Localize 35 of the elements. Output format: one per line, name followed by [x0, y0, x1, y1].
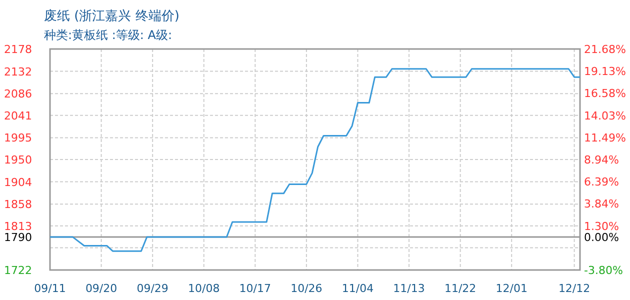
y-tick-label: 2086: [4, 88, 32, 101]
y2-tick-label: 0.00%: [584, 231, 619, 244]
x-tick-label: 11/13: [393, 282, 425, 295]
x-tick-label: 09/20: [85, 282, 118, 295]
chart-title: 废纸 (浙江嘉兴 终端价): [44, 9, 180, 24]
y2-tick-label: 3.84%: [584, 198, 619, 211]
y-tick-label: 1813: [4, 220, 32, 233]
y-tick-label: 1790: [4, 231, 32, 244]
y-tick-label: 1950: [4, 154, 32, 166]
y-tick-label: 1995: [4, 132, 32, 145]
y-tick-label: 1722: [4, 264, 32, 277]
y2-tick-label: 1.30%: [584, 220, 619, 233]
y-tick-label: 2041: [4, 109, 32, 122]
x-tick-label: 12/12: [558, 282, 590, 295]
x-tick-label: 11/22: [444, 282, 476, 295]
x-tick-label: 12/01: [496, 282, 528, 295]
y2-tick-label: 19.13%: [584, 65, 626, 78]
y2-tick-label: -3.80%: [584, 264, 623, 277]
x-tick-label: 11/04: [342, 282, 374, 295]
x-tick-label: 10/08: [188, 282, 220, 295]
y2-tick-label: 8.94%: [584, 154, 619, 166]
x-tick-label: 10/26: [290, 282, 322, 295]
y-tick-label: 1904: [4, 176, 32, 189]
chart-subtitle: 种类:黄板纸 :等级: A级:: [44, 28, 172, 42]
y-tick-label: 1858: [4, 198, 32, 212]
y2-tick-label: 16.58%: [584, 87, 626, 100]
y-tick-label: 2132: [4, 65, 32, 78]
y2-tick-label: 14.03%: [584, 109, 626, 122]
y2-tick-label: 11.49%: [584, 131, 626, 144]
y2-tick-label: 6.39%: [584, 176, 619, 189]
y2-tick-label: 21.68%: [584, 43, 626, 56]
y-tick-label: 2178: [4, 43, 32, 56]
x-tick-label: 10/17: [239, 282, 272, 295]
x-tick-label: 09/29: [136, 282, 168, 295]
x-tick-label: 09/11: [34, 282, 66, 295]
